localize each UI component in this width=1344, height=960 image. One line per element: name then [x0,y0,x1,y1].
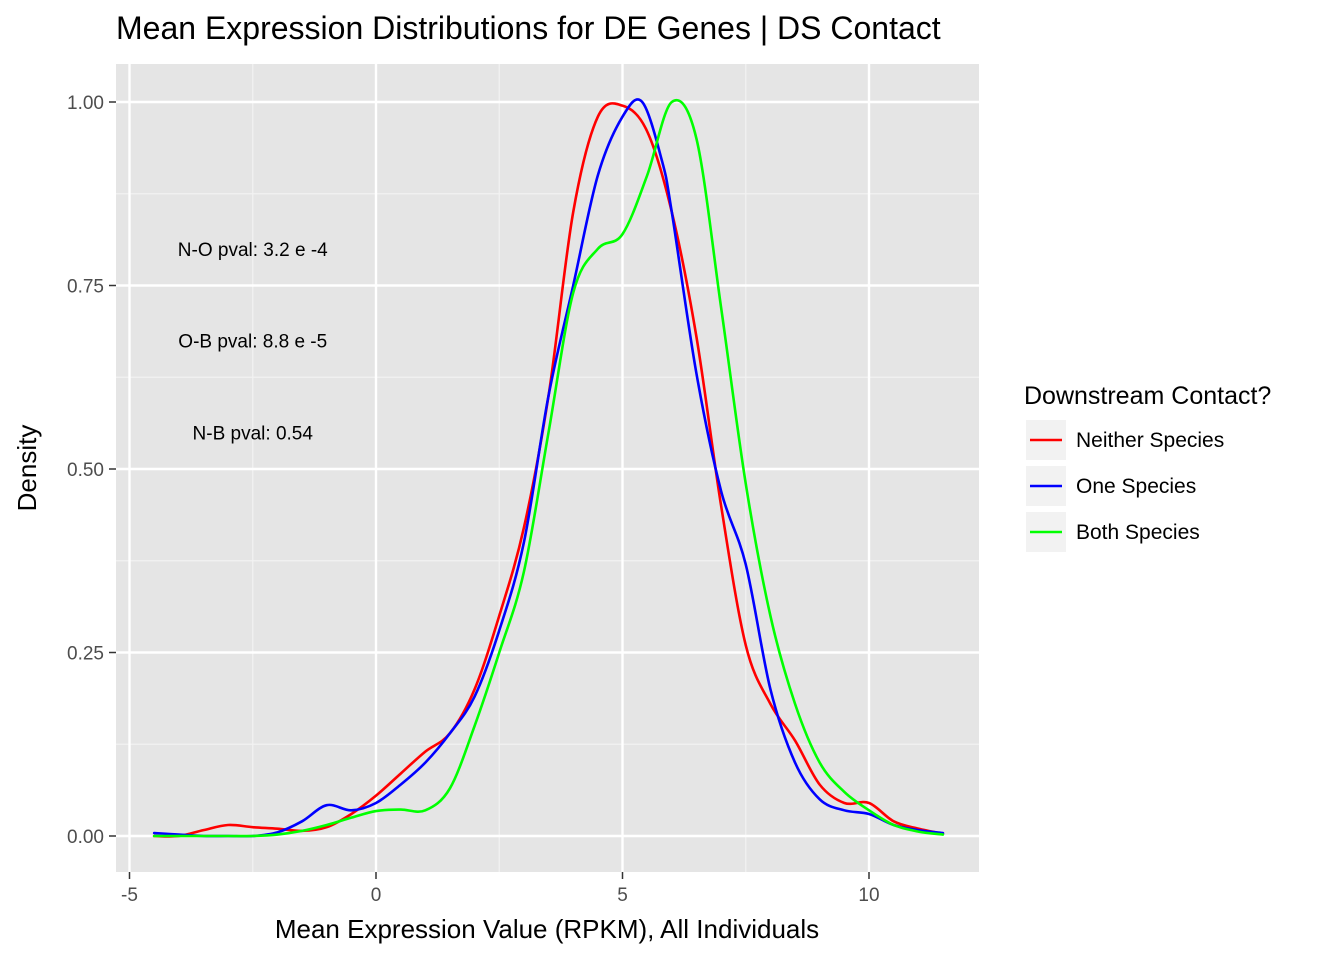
series-lines [152,98,945,838]
x-axis: -5 0 5 10 [121,872,880,906]
y-axis-title: Density [12,425,42,512]
chart-title: Mean Expression Distributions for DE Gen… [116,10,941,46]
y-tick-label: 0.25 [67,644,104,665]
y-tick-label: 0.75 [67,277,104,298]
series-line-both-species [152,99,945,838]
legend: Downstream Contact? Neither Species One S… [1024,382,1271,552]
x-tick-label: 5 [617,885,628,906]
x-axis-title: Mean Expression Value (RPKM), All Indivi… [275,914,819,944]
y-tick-label: 0.50 [67,460,104,481]
series-line-one-species [152,98,945,838]
annotation-pval: O-B pval: 8.8 e -5 [178,332,327,353]
legend-items: Neither Species One Species Both Species [1026,420,1224,552]
annotation-pval: N-O pval: 3.2 e -4 [178,240,328,261]
y-tick-label: 1.00 [67,93,104,114]
x-tick-label: 10 [858,885,879,906]
legend-label: Neither Species [1076,429,1224,452]
legend-title: Downstream Contact? [1024,382,1271,410]
y-tick-label: 0.00 [67,827,104,848]
x-tick-label: 0 [371,885,382,906]
legend-label: One Species [1076,475,1196,498]
grid-major-lines [116,64,979,872]
y-axis: 0.00 0.25 0.50 0.75 1.00 [67,93,116,848]
legend-label: Both Species [1076,521,1200,544]
annotations: N-O pval: 3.2 e -4 O-B pval: 8.8 e -5 N-B … [178,240,328,444]
x-tick-label: -5 [121,885,138,906]
annotation-pval: N-B pval: 0.54 [193,423,314,444]
